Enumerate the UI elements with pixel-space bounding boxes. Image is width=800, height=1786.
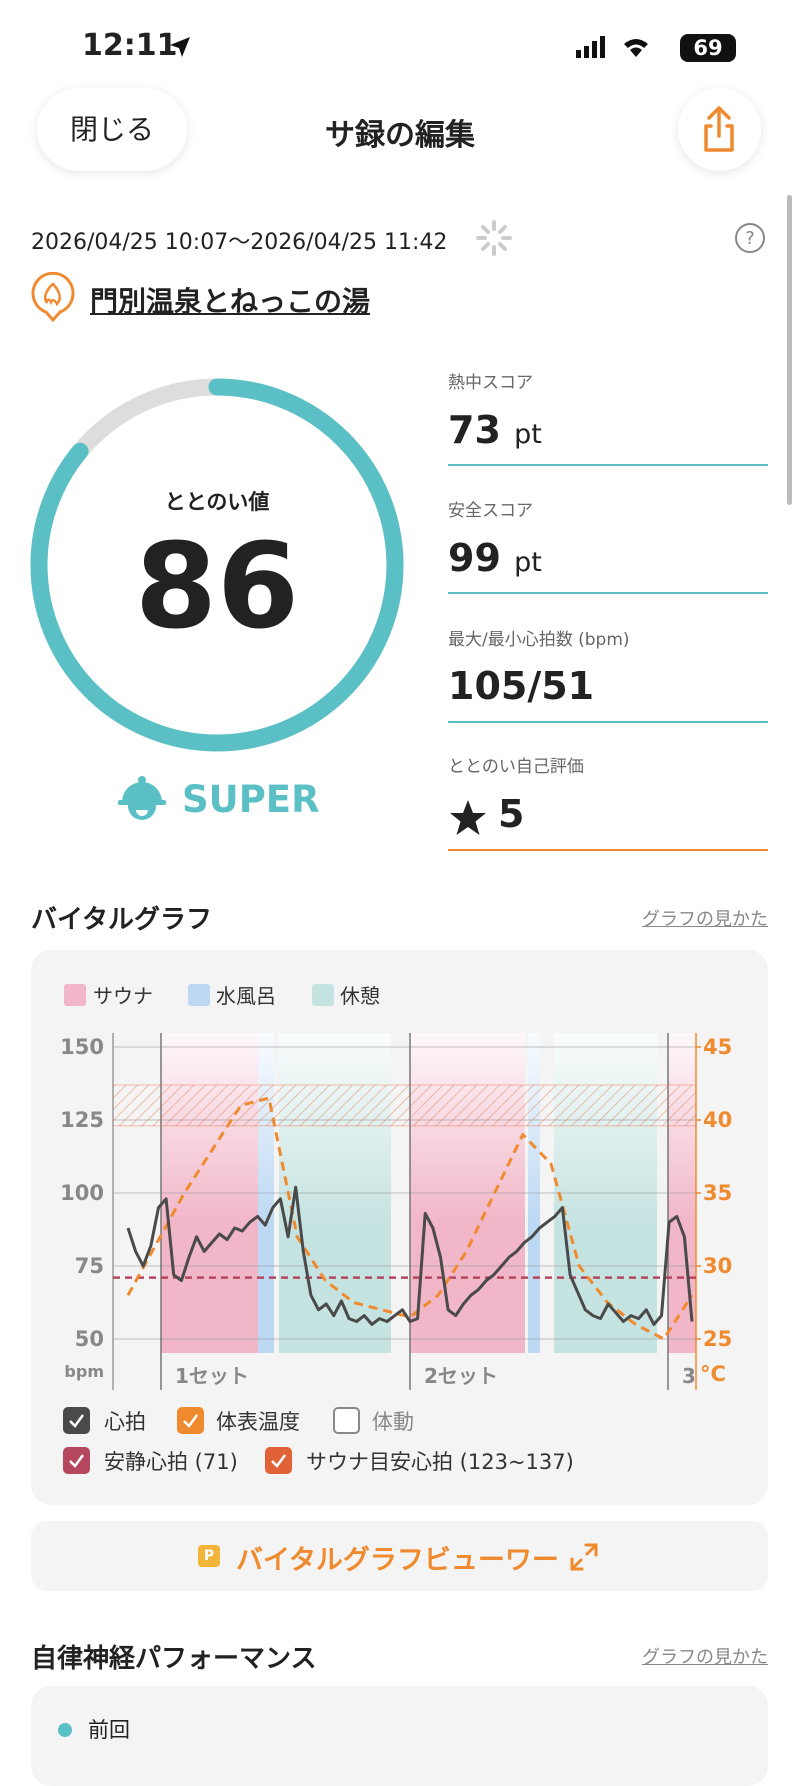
expand-icon xyxy=(570,1543,598,1571)
premium-badge: P xyxy=(198,1545,220,1567)
rank-icon xyxy=(118,776,166,820)
phase-swatch xyxy=(188,984,210,1006)
checkmark xyxy=(183,1414,199,1428)
nav-title: サ録の編集 xyxy=(325,118,475,153)
checkbox-label: 体表温度 xyxy=(216,1410,300,1434)
stat-label: 安全スコア xyxy=(448,501,533,521)
target-zone xyxy=(113,1084,696,1126)
y2-tick-label: 30 xyxy=(703,1254,732,1278)
stat-label: 熱中スコア xyxy=(448,373,533,393)
stat-value: 99 pt xyxy=(448,536,542,580)
close-button[interactable]: 閉じる xyxy=(37,88,187,171)
facility-icon xyxy=(31,272,75,323)
phase-swatch xyxy=(64,984,86,1006)
battery: 69 xyxy=(680,34,736,62)
icon-mouth xyxy=(136,810,148,816)
stat-value: 73 pt xyxy=(448,408,542,452)
viewer-label[interactable]: バイタルグラフビューワー xyxy=(236,1545,559,1576)
section-title: バイタルグラフ xyxy=(31,905,212,935)
y-tick-label: 50 xyxy=(75,1327,104,1351)
y-unit: bpm xyxy=(64,1362,104,1381)
checkbox xyxy=(333,1407,360,1434)
checkbox-label: サウナ目安心拍 (123~137) xyxy=(306,1450,574,1474)
set-label: 3 xyxy=(682,1364,696,1388)
checkbox-label: 体動 xyxy=(372,1410,414,1434)
rank-label: SUPER xyxy=(182,778,320,821)
stat-number: 73 xyxy=(448,408,501,452)
status-time: 12:11 xyxy=(82,28,178,63)
icon-top xyxy=(138,776,146,784)
checkmark xyxy=(271,1454,287,1468)
help-link[interactable]: グラフの見かた xyxy=(642,1647,768,1668)
stat-underline xyxy=(448,592,768,594)
checkbox xyxy=(63,1447,90,1474)
score-label: ととのい値 xyxy=(164,490,270,514)
y-tick-label: 75 xyxy=(75,1254,104,1278)
loading-spinner xyxy=(476,220,512,256)
y2-tick-label: 40 xyxy=(703,1108,732,1132)
stat-label: ととのい自己評価 xyxy=(448,757,584,777)
checkbox xyxy=(265,1447,292,1474)
stat-underline xyxy=(448,849,768,851)
self-rating: 5 xyxy=(498,792,525,836)
stat-underline xyxy=(448,464,768,466)
stat-number: 99 xyxy=(448,536,501,580)
y-tick-label: 125 xyxy=(60,1108,104,1132)
stat-unit: pt xyxy=(514,419,542,450)
score-value: 86 xyxy=(134,517,300,655)
temperature-line xyxy=(126,1096,694,1341)
page: サ録の編集 {"status_bar": {"time": "12:11", "… xyxy=(30,28,792,1786)
phase-label: サウナ xyxy=(93,984,153,1008)
ring-value xyxy=(30,378,404,752)
y2-tick-label: 45 xyxy=(703,1035,732,1059)
screen: 12:11 69 閉じる サ録の編集 2026/04/25 10:07〜2026… xyxy=(30,28,792,1786)
location-icon xyxy=(170,37,190,57)
checkmark xyxy=(69,1454,85,1468)
phase-label: 休憩 xyxy=(340,984,380,1008)
y-tick-label: 150 xyxy=(60,1035,104,1059)
phase-swatch xyxy=(312,984,334,1006)
stat-unit: pt xyxy=(514,547,542,578)
checkbox xyxy=(63,1407,90,1434)
icon-face xyxy=(128,792,156,820)
facility-name[interactable]: 門別温泉とねっこの湯 xyxy=(90,285,371,318)
y2-unit: °C xyxy=(700,1362,726,1386)
viewer-button[interactable] xyxy=(31,1521,768,1591)
svg-text:?: ? xyxy=(745,228,755,249)
help-link[interactable]: グラフの見かた xyxy=(642,909,768,930)
y2-tick-label: 35 xyxy=(703,1181,732,1205)
set-label: 1セット xyxy=(175,1364,249,1388)
set-label: 2セット xyxy=(424,1364,498,1388)
help-icon[interactable]: ? xyxy=(734,222,766,254)
share-icon xyxy=(704,106,734,152)
star-icon xyxy=(450,800,486,835)
y-tick-label: 100 xyxy=(60,1181,104,1205)
stat-label: 最大/最小心拍数 (bpm) xyxy=(448,630,630,650)
stat-underline xyxy=(448,721,768,723)
checkbox-label: 安静心拍 (71) xyxy=(104,1450,238,1474)
phase-label: 水風呂 xyxy=(216,984,276,1008)
checkbox xyxy=(177,1407,204,1434)
checkmark xyxy=(69,1414,85,1428)
checkbox-label: 心拍 xyxy=(104,1410,146,1434)
icon-brim xyxy=(118,800,166,805)
scrollbar xyxy=(787,195,792,505)
share-button[interactable] xyxy=(678,88,761,171)
section-title: 自律神経パフォーマンス xyxy=(31,1644,317,1674)
heart-rate-line xyxy=(126,1185,694,1326)
stat-value: 105/51 xyxy=(448,664,595,708)
y2-tick-label: 25 xyxy=(703,1327,732,1351)
session-period: 2026/04/25 10:07〜2026/04/25 11:42 xyxy=(31,230,448,255)
